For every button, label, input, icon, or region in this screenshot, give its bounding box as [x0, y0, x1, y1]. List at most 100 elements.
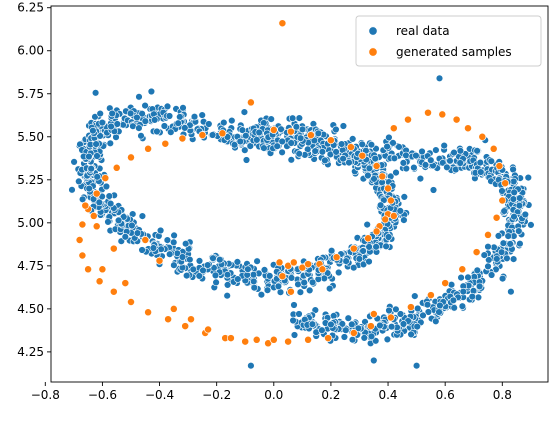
generated-sample-point	[349, 329, 358, 337]
real-data-point	[435, 74, 444, 83]
real-data-point	[106, 139, 115, 148]
real-data-point	[234, 275, 242, 283]
real-data-point	[135, 93, 143, 101]
generated-sample-point	[109, 287, 118, 296]
real-data-point	[376, 321, 384, 330]
x-tick-label: 0.8	[493, 388, 512, 402]
generated-sample-point	[92, 222, 101, 231]
real-data-point	[509, 255, 518, 263]
generated-sample-point	[366, 322, 375, 331]
real-data-point	[407, 330, 415, 339]
real-data-point	[400, 216, 408, 224]
real-data-point	[413, 322, 421, 331]
legend: real data generated samples	[355, 15, 542, 67]
real-data-point	[365, 243, 373, 251]
generated-sample-point	[404, 115, 412, 124]
generated-sample-point	[389, 124, 398, 133]
real-data-point	[382, 242, 390, 251]
real-data-point	[383, 142, 391, 151]
real-data-point	[332, 148, 340, 156]
real-data-point	[216, 256, 224, 264]
real-data-point	[95, 198, 104, 207]
real-data-point	[360, 334, 368, 342]
real-data-point	[204, 261, 212, 269]
real-data-point	[367, 332, 376, 341]
y-tick-label: 6.00	[17, 44, 44, 58]
real-data-point	[385, 306, 393, 315]
real-data-point	[506, 240, 514, 248]
real-data-point	[179, 104, 187, 112]
generated-sample-point	[226, 334, 235, 343]
real-data-point	[163, 102, 172, 111]
real-data-point	[390, 154, 399, 163]
real-data-point	[498, 274, 507, 283]
real-data-point	[96, 109, 104, 118]
x-tick-label: 0.4	[378, 388, 397, 402]
generated-sample-point	[478, 132, 487, 141]
points-layer	[68, 19, 535, 370]
real-data-point	[418, 147, 426, 156]
real-data-point	[178, 253, 187, 261]
real-data-point	[477, 168, 485, 176]
generated-sample-point	[372, 162, 381, 170]
generated-sample-point	[121, 279, 130, 288]
real-data-point	[250, 277, 258, 286]
real-data-point	[267, 115, 275, 123]
real-data-point	[515, 201, 524, 210]
legend-box	[355, 15, 542, 67]
real-data-point	[205, 120, 213, 128]
real-data-point	[199, 266, 207, 275]
real-data-point	[230, 141, 239, 149]
real-data-point	[421, 161, 430, 169]
generated-sample-point	[109, 244, 118, 253]
real-data-point	[290, 331, 299, 339]
real-data-point	[370, 356, 378, 365]
series-generated-samples	[75, 19, 510, 348]
real-data-point	[288, 114, 297, 122]
x-tick-label: −0.4	[145, 388, 174, 402]
generated-sample-point	[364, 234, 373, 243]
real-data-point	[484, 243, 492, 251]
real-data-point	[242, 156, 251, 164]
real-data-point	[367, 141, 376, 149]
real-data-point	[337, 140, 346, 148]
real-data-point	[443, 163, 451, 172]
real-data-point	[306, 286, 314, 295]
real-data-point	[298, 125, 307, 134]
real-data-point	[402, 151, 410, 160]
real-data-point	[399, 320, 408, 328]
real-data-point	[516, 194, 524, 202]
real-data-point	[102, 182, 111, 191]
generated-sample-point	[101, 174, 110, 183]
real-data-point	[153, 127, 161, 136]
real-data-point	[400, 193, 408, 201]
real-data-point	[327, 320, 335, 329]
legend-marker	[368, 26, 378, 36]
generated-sample-point	[127, 153, 135, 162]
axes-layer: −0.8 −0.6 −0.4 −0.2 0.0 0.2 0.4 0.6 0.8 4.25 4.50 4…	[17, 1, 549, 402]
generated-sample-point	[441, 279, 450, 288]
generated-sample-point	[246, 98, 255, 107]
generated-sample-point	[289, 258, 298, 267]
real-data-point	[414, 304, 422, 313]
generated-sample-point	[198, 131, 207, 140]
generated-sample-point	[304, 260, 313, 269]
real-data-point	[183, 271, 191, 280]
real-data-point	[498, 187, 506, 195]
real-data-point	[355, 255, 364, 263]
real-data-point	[290, 301, 298, 309]
real-data-point	[93, 152, 101, 160]
real-data-point	[195, 257, 204, 265]
generated-sample-point	[426, 291, 435, 300]
real-data-point	[114, 216, 123, 225]
real-data-point	[151, 116, 159, 124]
real-data-point	[70, 158, 78, 166]
real-data-point	[440, 141, 448, 150]
generated-sample-point	[318, 265, 327, 274]
real-data-point	[260, 144, 268, 152]
generated-sample-point	[286, 127, 295, 136]
generated-sample-point	[498, 196, 507, 205]
real-data-point	[516, 240, 524, 248]
real-data-point	[233, 258, 242, 266]
